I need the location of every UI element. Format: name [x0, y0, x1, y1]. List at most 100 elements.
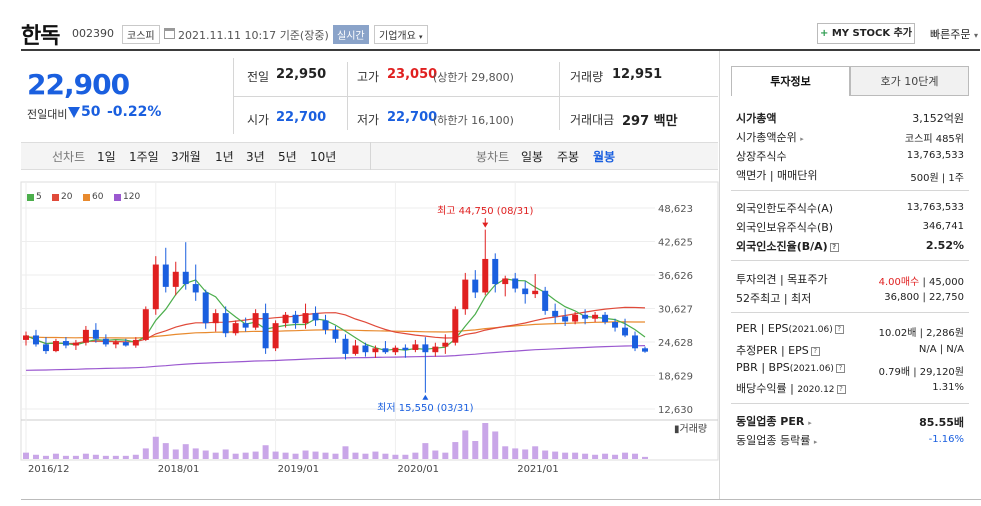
volume-bar — [392, 454, 399, 459]
x-tick-label: 2019/01 — [278, 464, 320, 475]
volume-bar — [272, 451, 279, 459]
candle-body — [62, 341, 69, 346]
help-icon[interactable]: ? — [835, 363, 845, 373]
tab-hoga[interactable]: 호가 10단계 — [850, 66, 969, 96]
ma120-legend: 120 — [123, 192, 141, 202]
ma5-swatch — [27, 194, 34, 201]
divider — [731, 260, 969, 261]
period-bar — [21, 142, 718, 170]
industry-per-label[interactable]: 동일업종 PER ▸ — [736, 415, 812, 428]
candle-body — [92, 329, 99, 339]
candle-body — [102, 338, 109, 345]
panel-divider — [719, 51, 720, 500]
period-3m[interactable]: 3개월 — [171, 150, 201, 164]
quote-datetime: 2021.11.11 10:17 기준(장중) — [178, 29, 329, 42]
mcap-rank-label[interactable]: 시가총액순위 ▸ — [736, 131, 804, 144]
candle-weekly[interactable]: 주봉 — [557, 150, 580, 164]
candle-body — [502, 278, 509, 285]
y-tick-label: 42,625 — [658, 237, 693, 248]
mcap-label: 시가총액 — [736, 112, 777, 125]
volume-bar — [22, 452, 29, 459]
info-tabs: 투자정보 호가 10단계 — [731, 66, 969, 96]
volume-bar — [562, 452, 569, 459]
candle-body — [492, 258, 499, 285]
candle-body — [362, 345, 369, 353]
foreign-ratio-value: 2.52% — [925, 239, 964, 252]
divider — [233, 96, 718, 97]
period-1w[interactable]: 1주일 — [129, 150, 159, 164]
period-3y[interactable]: 3년 — [246, 150, 265, 164]
volume-bar — [42, 455, 49, 459]
period-1y[interactable]: 1년 — [215, 150, 234, 164]
help-icon[interactable]: ? — [810, 346, 820, 356]
candle-body — [352, 345, 359, 354]
company-info-dropdown[interactable]: 기업개요 ▾ — [374, 25, 428, 44]
volume-bar — [582, 453, 589, 459]
chevron-down-icon: ▾ — [973, 31, 978, 40]
candle-body — [472, 279, 479, 293]
candle-body — [522, 288, 529, 295]
help-icon[interactable]: ? — [829, 242, 839, 252]
volume-bar — [92, 454, 99, 459]
candle-body — [412, 344, 419, 350]
volume-bar — [572, 452, 579, 459]
volume-bar — [212, 452, 219, 459]
divider — [347, 62, 348, 130]
y-tick-label: 30,627 — [658, 304, 693, 315]
shares-label: 상장주식수 — [736, 150, 787, 163]
volume-bar — [382, 453, 389, 459]
volume-bar — [592, 454, 599, 459]
volume-bar — [632, 453, 639, 459]
mcap-rank-value: 코스피 485위 — [904, 134, 964, 145]
add-mystock-button[interactable]: + MY STOCK 추가 — [817, 23, 915, 44]
help-icon[interactable]: ? — [834, 324, 844, 334]
period-10y[interactable]: 10년 — [310, 150, 337, 164]
shares-value: 13,763,533 — [906, 150, 964, 161]
header-divider — [21, 49, 980, 51]
x-tick-label: 2021/01 — [517, 464, 559, 475]
candle-body — [402, 347, 409, 350]
volume-label: 거래량 — [570, 70, 604, 84]
open-label: 시가 — [247, 113, 270, 127]
candle-body — [292, 314, 299, 324]
realtime-button[interactable]: 실시간 — [333, 25, 369, 44]
change-percent: -0.22% — [107, 104, 162, 120]
volume-bar — [412, 452, 419, 459]
volume-bar — [72, 455, 79, 459]
volume-bar — [192, 448, 199, 459]
candle-body — [442, 342, 449, 347]
volume-bar — [372, 451, 379, 459]
dividend-label: 배당수익률 | 2020.12? — [736, 380, 846, 396]
industry-rate-label[interactable]: 동일업종 등락률 ▸ — [736, 434, 818, 447]
tab-invest-info[interactable]: 투자정보 — [731, 66, 850, 96]
calendar-icon — [164, 28, 175, 39]
volume-bar — [282, 452, 289, 459]
candle-body — [432, 346, 439, 353]
x-tick-label: 2020/01 — [397, 464, 439, 475]
y-tick-label: 18,629 — [658, 371, 693, 382]
volume-bar — [202, 450, 209, 459]
volume-bar — [492, 431, 499, 459]
volume-bar — [32, 454, 39, 459]
candle-body — [322, 320, 329, 330]
candle-body — [22, 335, 29, 340]
prev-label: 전일 — [247, 70, 270, 84]
help-icon[interactable]: ? — [836, 384, 846, 394]
candle-body — [452, 309, 459, 343]
period-1d[interactable]: 1일 — [97, 150, 116, 164]
candle-daily[interactable]: 일봉 — [521, 150, 544, 164]
quick-order-link[interactable]: 빠른주문 ▾ — [930, 28, 978, 41]
volume-bar — [302, 450, 309, 459]
chevron-right-icon: ▸ — [808, 419, 812, 427]
volume-bar — [132, 454, 139, 459]
volume-bar — [122, 455, 129, 459]
divider — [731, 403, 969, 404]
candle-body — [282, 314, 289, 324]
volume-bar — [342, 446, 349, 459]
candle-body — [82, 329, 89, 343]
candle-monthly[interactable]: 월봉 — [593, 150, 616, 164]
period-5y[interactable]: 5년 — [278, 150, 297, 164]
candle-body — [612, 322, 619, 328]
candle-body — [592, 314, 599, 319]
